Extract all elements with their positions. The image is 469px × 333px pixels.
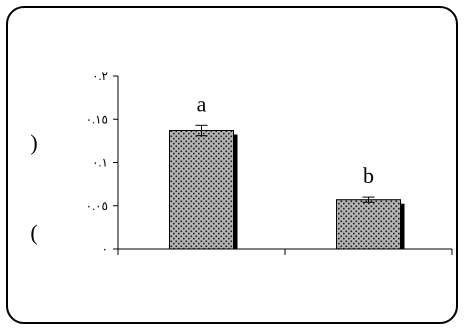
- y-tick-label: ٠.٢: [92, 69, 108, 83]
- y-tick-label: ٠.١٥: [86, 112, 108, 126]
- y-tick-label: ٠: [102, 242, 108, 256]
- error-bar: [195, 124, 208, 137]
- y-tick-label: ٠.٠٥: [86, 199, 108, 213]
- data-label: a: [197, 91, 207, 116]
- bar: [169, 129, 234, 250]
- y-axis-label-bottom: (: [30, 220, 37, 245]
- bars: ab: [169, 91, 405, 250]
- bar: [336, 199, 401, 250]
- y-ticks: ٠ ٠.٠٥ ٠.١ ٠.١٥ ٠.٢: [86, 69, 118, 256]
- data-label: b: [363, 163, 374, 188]
- y-tick-label: ٠.١: [92, 156, 108, 170]
- error-bar: [362, 196, 375, 203]
- y-axis-label-top: ): [30, 130, 37, 155]
